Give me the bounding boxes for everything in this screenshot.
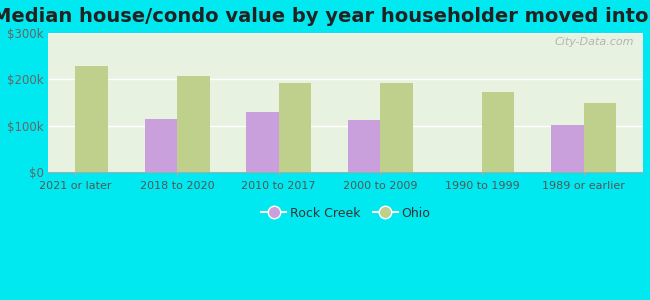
Bar [482, 92, 514, 172]
Bar [144, 119, 177, 172]
Bar [177, 76, 209, 172]
Bar [348, 120, 380, 172]
Bar [246, 112, 279, 172]
Bar [584, 103, 616, 172]
Title: Median house/condo value by year householder moved into unit: Median house/condo value by year househo… [0, 7, 650, 26]
Bar [75, 67, 108, 172]
Bar [551, 125, 584, 172]
Bar [380, 83, 413, 172]
Bar [279, 83, 311, 172]
Legend: Rock Creek, Ohio: Rock Creek, Ohio [256, 202, 436, 224]
Text: City-Data.com: City-Data.com [554, 37, 634, 47]
